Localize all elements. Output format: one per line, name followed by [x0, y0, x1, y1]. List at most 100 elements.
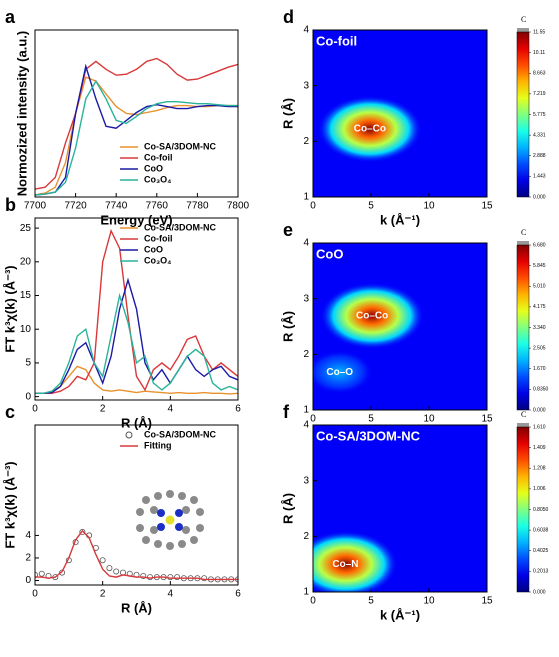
colorbar-tick-label: 8.663 — [533, 71, 546, 77]
x-tick-label: 4 — [168, 404, 174, 415]
map-title: Co-foil — [316, 33, 357, 48]
carbon-atom — [150, 506, 158, 514]
x-tick-label: 0 — [32, 589, 38, 600]
colorbar-tick-label: 5.845 — [533, 263, 546, 269]
legend-label: Co₃O₄ — [144, 255, 171, 265]
legend-label: Co₃O₄ — [144, 174, 171, 184]
y-tick-label: 1 — [303, 587, 309, 598]
x-tick-label: 0 — [32, 404, 38, 415]
x-axis-label: k (Å⁻¹) — [380, 212, 420, 227]
colorbar-tick-label: 7.219 — [533, 91, 546, 97]
x-tick-label: 4 — [168, 589, 174, 600]
legend-label: Co-foil — [144, 152, 173, 162]
carbon-atom — [182, 506, 190, 514]
x-tick-label: 10 — [423, 414, 435, 425]
y-axis-label: R (Å) — [280, 493, 295, 524]
panel-letter: e — [283, 220, 293, 240]
carbon-atom — [154, 540, 162, 548]
colorbar-tick-label: 5.775 — [533, 112, 546, 118]
colorbar-tick-label: 1.443 — [533, 174, 546, 180]
x-tick-label: 15 — [481, 596, 493, 607]
y-tick-label: 20 — [20, 256, 32, 267]
x-axis-label: k (Å⁻¹) — [380, 607, 420, 622]
series-line — [35, 365, 238, 395]
carbon-atom — [196, 508, 204, 516]
colorbar — [516, 31, 530, 198]
colorbar-tick-label: 0.2013 — [533, 569, 549, 575]
panel-letter: b — [5, 195, 16, 215]
data-point — [147, 574, 154, 581]
nitrogen-atom — [175, 509, 183, 517]
colorbar-cap — [517, 28, 529, 32]
legend-label: CoO — [144, 244, 163, 254]
data-point — [113, 568, 120, 575]
y-tick-label: 0 — [25, 575, 31, 586]
carbon-atom — [190, 536, 198, 544]
structure-inset — [136, 490, 204, 550]
plot-frame — [34, 424, 239, 586]
data-point — [167, 574, 174, 581]
colorbar-tick-label: 1.208 — [533, 466, 546, 472]
peak-label: Co–O — [326, 367, 353, 378]
colorbar-tick-label: 3.340 — [533, 325, 546, 331]
carbon-atom — [178, 492, 186, 500]
x-axis-label: Energy (eV) — [100, 212, 172, 227]
x-tick-label: 6 — [235, 404, 241, 415]
colorbar-tick-label: 11.55 — [533, 29, 545, 35]
carbon-atom — [182, 526, 190, 534]
panel-letter: f — [283, 402, 290, 422]
colorbar-tick-label: 0.8350 — [533, 387, 549, 393]
x-tick-label: 7780 — [186, 201, 209, 212]
carbon-atom — [154, 492, 162, 500]
colorbar-tick-label: 4.175 — [533, 304, 546, 310]
x-tick-label: 7720 — [64, 201, 87, 212]
series-line — [35, 57, 238, 190]
colorbar-tick-label: 0.000 — [533, 407, 546, 413]
x-tick-label: 15 — [481, 201, 493, 212]
colorbar-tick-label: 4.331 — [533, 132, 546, 138]
x-axis-label: R (Å) — [121, 600, 152, 615]
y-tick-label: 3 — [303, 293, 309, 304]
peak-label: Co–N — [332, 559, 358, 570]
carbon-atom — [136, 508, 144, 516]
panel-letter: d — [283, 7, 294, 27]
y-axis-label: FT k³χ(k) (Å⁻³) — [2, 265, 17, 352]
intensity-peak — [313, 530, 398, 592]
colorbar-tick-label: 1.006 — [533, 486, 546, 492]
x-tick-label: 7700 — [24, 201, 47, 212]
x-tick-label: 6 — [235, 589, 241, 600]
x-tick-label: 0 — [310, 414, 316, 425]
peak-label: Co–Co — [356, 311, 388, 322]
y-axis-label: Normozized intensity (a.u.) — [14, 31, 29, 196]
legend-label: Co-foil — [144, 233, 173, 243]
legend-label: Fitting — [144, 440, 172, 450]
colorbar-tick-label: 0.000 — [533, 589, 546, 595]
y-tick-label: 3 — [303, 80, 309, 91]
y-tick-label: 1 — [303, 192, 309, 203]
colorbar-tick-label: 2.505 — [533, 345, 546, 351]
peak-label: Co–Co — [354, 124, 386, 135]
plot-frame — [312, 424, 488, 593]
colorbar-title: C — [521, 228, 526, 237]
colorbar-tick-label: 0.000 — [533, 194, 546, 200]
series-line — [35, 79, 238, 196]
data-point — [79, 529, 86, 536]
colorbar-tick-label: 10.11 — [533, 50, 545, 56]
nitrogen-atom — [175, 523, 183, 531]
y-tick-label: 2 — [303, 349, 309, 360]
y-tick-label: 25 — [20, 223, 32, 234]
intensity-peak — [317, 95, 422, 163]
legend-label: Co-SA/3DOM-NC — [144, 222, 216, 232]
data-point — [106, 565, 113, 572]
y-tick-label: 4 — [303, 25, 309, 36]
x-tick-label: 7800 — [227, 201, 250, 212]
x-tick-label: 5 — [368, 596, 374, 607]
y-axis-label: R (Å) — [280, 311, 295, 342]
carbon-atom — [150, 526, 158, 534]
intensity-peak — [313, 350, 373, 394]
colorbar-title: C — [521, 15, 526, 24]
data-point — [99, 557, 106, 564]
y-tick-label: 4 — [303, 238, 309, 249]
y-axis-label: R (Å) — [280, 98, 295, 129]
